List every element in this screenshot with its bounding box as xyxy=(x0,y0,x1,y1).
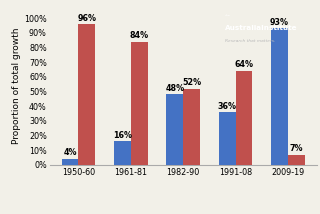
Text: 7%: 7% xyxy=(290,144,303,153)
Bar xyxy=(62,159,78,165)
Bar xyxy=(236,71,252,165)
Bar xyxy=(78,24,95,165)
Text: Research that matters.: Research that matters. xyxy=(225,39,276,43)
Text: 16%: 16% xyxy=(113,131,132,140)
Text: 84%: 84% xyxy=(130,31,149,40)
Bar xyxy=(183,89,200,165)
Text: 36%: 36% xyxy=(218,101,237,110)
Text: 48%: 48% xyxy=(165,84,184,93)
Bar xyxy=(288,155,305,165)
Text: 4%: 4% xyxy=(63,149,77,158)
Bar xyxy=(131,42,148,165)
Text: 93%: 93% xyxy=(270,18,289,27)
Text: 52%: 52% xyxy=(182,78,201,87)
Bar xyxy=(271,28,288,165)
Text: AustraliaInstitute: AustraliaInstitute xyxy=(225,25,298,31)
Text: ᵀʰᵉ: ᵀʰᵉ xyxy=(225,14,231,19)
Bar xyxy=(166,94,183,165)
Text: 96%: 96% xyxy=(77,13,96,22)
Text: 64%: 64% xyxy=(235,61,253,70)
Bar xyxy=(219,112,236,165)
Y-axis label: Proportion of total growth: Proportion of total growth xyxy=(12,27,21,144)
Bar xyxy=(114,141,131,165)
